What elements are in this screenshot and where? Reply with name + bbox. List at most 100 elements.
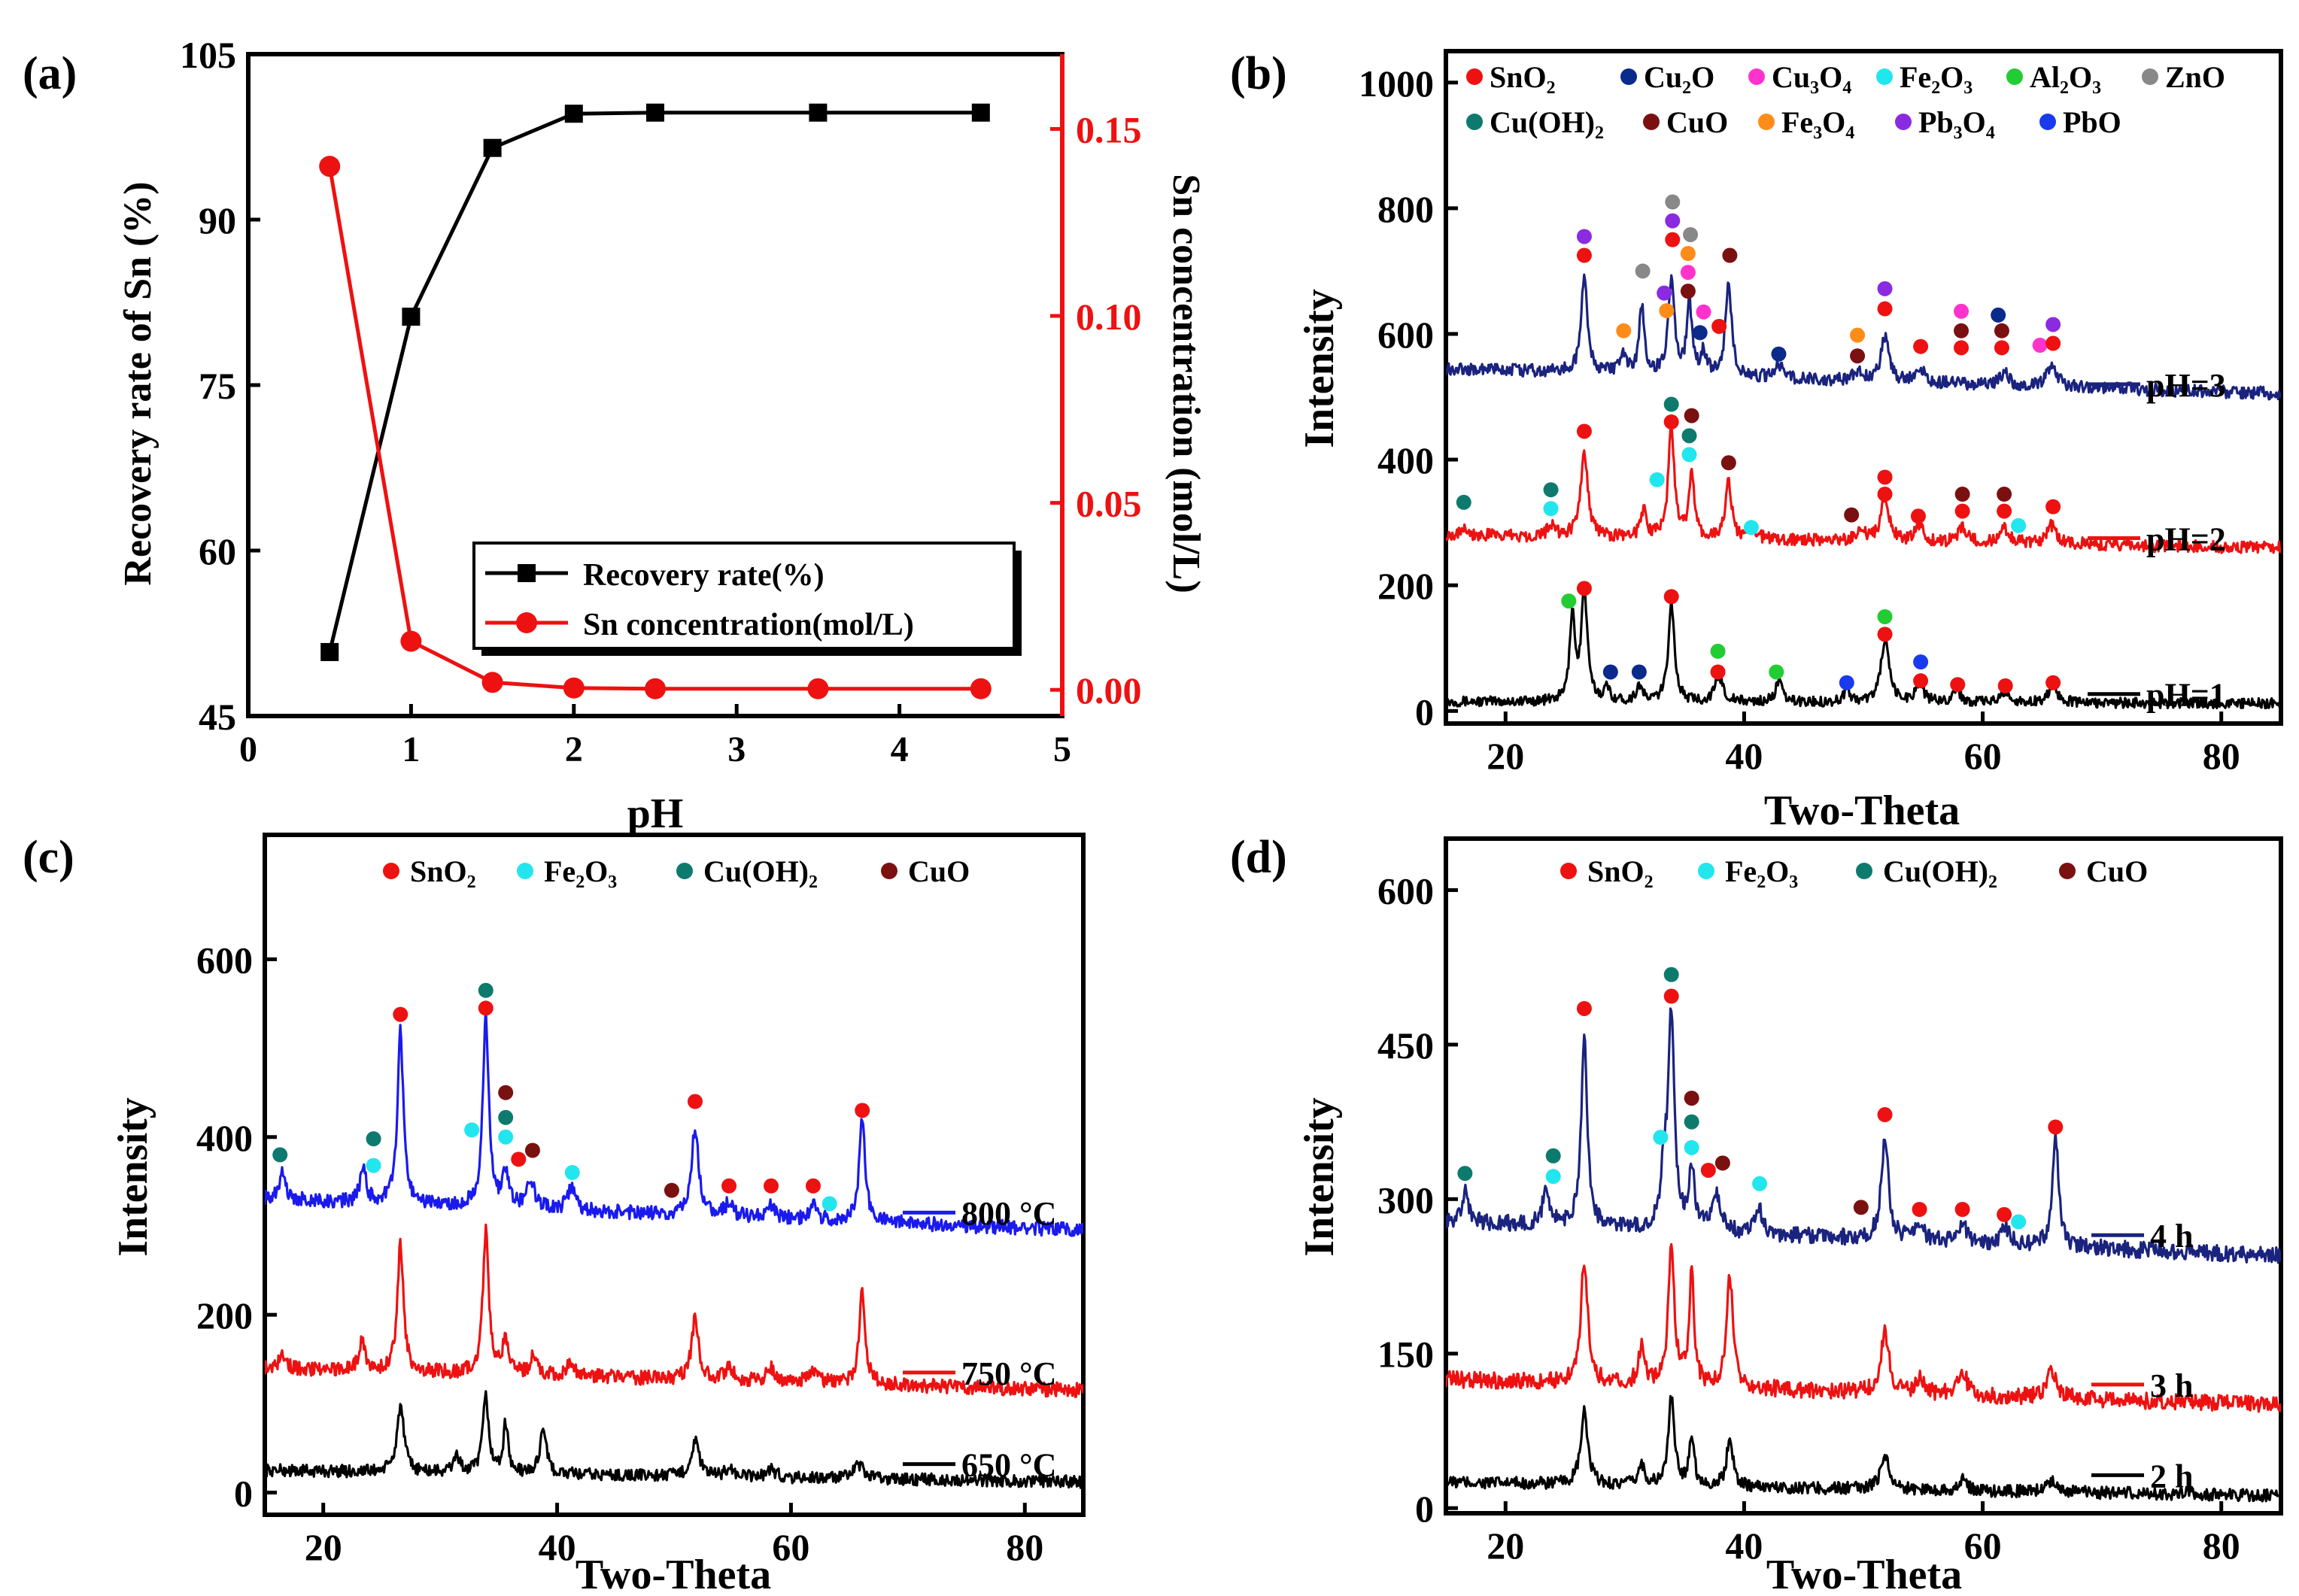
phase-marker-pb3o4: [1665, 213, 1681, 229]
panel-c-x-ticks: 20 40 60 80: [305, 1503, 1043, 1568]
phase-marker-sno2: [1954, 503, 1970, 519]
panel-c-y-ticks: 0 200 400 600: [196, 939, 277, 1514]
phase-marker-fe2o3: [1752, 1176, 1768, 1191]
x-tick-label: 1: [402, 730, 420, 769]
legend-b-cuo-dot: [1643, 114, 1660, 130]
phase-marker-cuo: [1684, 1091, 1699, 1106]
panel-b: (b) 20 40 60 80 0 200 400 600 800 1000 Two-Theta…: [1230, 48, 2283, 834]
phase-marker-sno2: [1877, 469, 1893, 485]
phase-marker-al2o3: [1769, 664, 1784, 680]
panel-d-y-ticks: 0 150 300 450 600: [1377, 869, 1458, 1530]
series-label: 800 °C: [961, 1195, 1056, 1232]
y2-tick-label: 0.05: [1076, 483, 1142, 525]
phase-marker-fe2o3: [464, 1122, 480, 1138]
phase-marker-fe2o3: [1649, 472, 1665, 487]
phase-marker-cuo: [498, 1085, 514, 1100]
legend-b-cu2o-dot: [1620, 68, 1637, 85]
legend-b-pbo: PbO: [2063, 105, 2121, 139]
legend-label-sn: Sn concentration(mol/L): [583, 608, 914, 642]
legend-b-al2o3-dot: [2006, 68, 2023, 85]
phase-marker-sno2: [1997, 503, 2012, 519]
legend-b-al2o3: Al₂O₃: [2030, 60, 2101, 94]
phase-marker-sno2: [687, 1094, 703, 1109]
y-tick-label: 0: [1415, 1488, 1434, 1530]
y-tick-label: 75: [199, 365, 236, 407]
panel-a-y2label: Sn concentration (mol/L): [1165, 174, 1207, 593]
panel-b-xlabel: Two-Theta: [1764, 787, 1960, 834]
phase-marker-fe2o3: [366, 1158, 381, 1173]
y-tick-label: 600: [1377, 869, 1434, 912]
phase-marker-pbo: [1913, 654, 1929, 670]
phase-marker-fe3o4: [1616, 323, 1632, 338]
x-tick-label: 60: [772, 1526, 809, 1568]
legend-d-cuo: CuO: [2086, 854, 2148, 888]
panel-d-ylabel: Intensity: [1296, 1097, 1343, 1257]
phase-marker-cu2o: [1631, 664, 1647, 680]
series-label: 650 °C: [961, 1447, 1056, 1484]
phase-marker-sno2: [1877, 301, 1893, 317]
phase-marker-fe2o3: [1653, 1130, 1669, 1145]
data-point-recovery: [402, 308, 421, 326]
xrd-pattern-1: [1446, 423, 2281, 554]
panel-b-frame: [1444, 49, 2283, 726]
phase-marker-fe2o3: [2011, 1214, 2027, 1230]
y-tick-label: 1000: [1359, 62, 1434, 105]
phase-marker-sno2: [1954, 340, 1969, 356]
x-tick-label: 40: [1725, 735, 1763, 777]
panel-a-y-ticks: 45 60 75 90 105: [180, 34, 260, 738]
legend-b-cu2o: Cu₂O: [1644, 60, 1714, 94]
y-tick-label: 150: [1377, 1334, 1434, 1376]
phase-marker-sno2: [1994, 340, 2009, 356]
data-point-sn-concentration: [481, 672, 503, 693]
phase-marker-sno2: [1877, 487, 1893, 502]
phase-marker-cuoh2: [1456, 494, 1471, 510]
panel-a-label: (a): [23, 48, 77, 99]
legend-d-cuoh2-dot: [1856, 863, 1872, 879]
panel-d-label: (d): [1230, 832, 1287, 883]
panel-a-legend: Recovery rate(%) Sn concentration(mol/L): [472, 542, 1022, 656]
phase-marker-sno2: [1913, 673, 1929, 689]
phase-marker-cuoh2: [478, 982, 494, 998]
legend-c-cuoh2: Cu(OH)₂: [703, 854, 818, 888]
phase-marker-cuoh2: [1545, 1148, 1561, 1164]
phase-marker-sno2: [1910, 508, 1926, 524]
panel-b-ylabel: Intensity: [1296, 289, 1343, 448]
phase-marker-sno2: [1700, 1162, 1716, 1178]
panel-a-legend-box: [472, 542, 1016, 650]
phase-marker-fe3o4: [1850, 327, 1866, 343]
phase-marker-cuoh2: [1663, 396, 1679, 412]
xrd-pattern-2: [1446, 1007, 2281, 1264]
series-label: 4 h: [2150, 1218, 2193, 1255]
y-tick-label: 800: [1377, 188, 1434, 230]
x-tick-label: 4: [891, 730, 909, 769]
panel-a-series: [319, 103, 992, 699]
x-tick-label: 80: [1006, 1526, 1043, 1568]
phase-marker-cuo: [524, 1142, 540, 1158]
phase-marker-sno2: [1576, 423, 1592, 439]
phase-marker-sno2: [511, 1151, 527, 1167]
phase-marker-sno2: [764, 1178, 779, 1194]
phase-marker-zno: [1635, 263, 1651, 279]
legend-b-fe2o3-dot: [1876, 68, 1893, 85]
phase-marker-cu3o4: [1954, 303, 1969, 319]
panel-d-xlabel: Two-Theta: [1766, 1552, 1962, 1596]
xrd-pattern-2: [265, 1007, 1083, 1237]
x-tick-label: 60: [1964, 1525, 2002, 1567]
legend-c-fe2o3-dot: [517, 863, 533, 879]
phase-marker-cu2o: [1991, 307, 2006, 323]
legend-c-cuo: CuO: [908, 854, 970, 888]
panel-c-xlabel: Two-Theta: [576, 1552, 771, 1596]
phase-marker-cuoh2: [1663, 966, 1679, 982]
phase-marker-fe2o3: [1545, 1169, 1561, 1185]
phase-marker-sno2: [2045, 499, 2061, 514]
phase-marker-pb3o4: [1576, 229, 1592, 244]
phase-marker-cuo: [1722, 247, 1738, 263]
x-tick-label: 2: [565, 730, 583, 769]
legend-key-sn-marker: [516, 612, 537, 633]
data-point-recovery: [320, 642, 339, 661]
data-point-recovery: [483, 138, 502, 157]
legend-b-zno-dot: [2142, 68, 2158, 85]
xrd-pattern-1: [265, 1223, 1083, 1398]
series-label: pH=3: [2146, 367, 2226, 404]
